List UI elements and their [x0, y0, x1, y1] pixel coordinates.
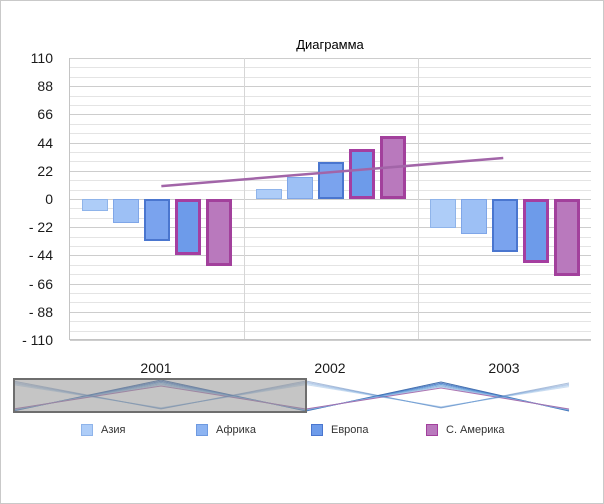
legend-swatch [311, 424, 323, 436]
x-axis-label: 2002 [314, 360, 346, 376]
gridline [70, 274, 591, 276]
bar-series5-2003[interactable] [554, 199, 580, 276]
legend-item-4[interactable]: С. Америка [426, 424, 541, 436]
gridline [70, 227, 591, 229]
y-tick-label: - 110 [22, 332, 53, 348]
gridline [70, 311, 591, 313]
bar-series4-2003[interactable] [523, 199, 549, 264]
gridline [70, 236, 591, 238]
y-axis: 110 88 66 44 22 0 - 22 - 44 - 66 - 88 - 110 [1, 50, 59, 348]
gridline [70, 58, 591, 59]
y-tick-label: 22 [37, 162, 53, 179]
y-tick-label: - 44 [28, 247, 53, 264]
y-tick-label: 0 [45, 191, 53, 207]
legend-label: Африка [216, 424, 256, 436]
bar-series4-2001[interactable] [175, 199, 201, 256]
gridline [70, 199, 591, 200]
bar-series1-2003[interactable] [430, 199, 456, 229]
legend-label: Европа [331, 424, 369, 436]
gridline [70, 142, 591, 144]
y-tick-label: - 22 [28, 219, 53, 236]
legend: Азия Африка Европа С. Америка [81, 424, 541, 436]
legend-swatch [196, 424, 208, 436]
chart-title[interactable]: Диаграмма [296, 37, 364, 52]
gridline [70, 264, 591, 266]
legend-label: С. Америка [446, 424, 505, 436]
y-tick-label: 44 [37, 134, 53, 151]
gridline [70, 340, 591, 341]
bar-series1-2001[interactable] [82, 199, 108, 211]
gridline [70, 133, 591, 135]
gridline [70, 152, 591, 153]
gridline [70, 76, 591, 78]
legend-swatch [426, 424, 438, 436]
gridline [70, 283, 591, 285]
x-axis: 2001 2002 2003 [69, 360, 591, 376]
gridline [70, 302, 591, 304]
gridline [70, 67, 591, 69]
gridline [70, 293, 591, 294]
y-tick-label: - 66 [28, 275, 53, 292]
bar-series4-2002[interactable] [349, 149, 375, 199]
bar-series3-2002[interactable] [318, 161, 344, 199]
gridline [70, 255, 591, 257]
selected-range[interactable] [13, 378, 307, 413]
gridline [70, 246, 591, 247]
y-tick-label: - 88 [28, 303, 53, 320]
bar-series2-2002[interactable] [287, 177, 313, 199]
legend-swatch [81, 424, 93, 436]
gridline [70, 105, 591, 106]
range-selector[interactable] [12, 378, 573, 414]
gridline [70, 321, 591, 323]
legend-item-1[interactable]: Азия [81, 424, 196, 436]
legend-item-2[interactable]: Африка [196, 424, 311, 436]
category-separator [244, 58, 245, 339]
bar-series5-2001[interactable] [206, 199, 232, 266]
gridline [70, 330, 591, 332]
gridline [70, 95, 591, 97]
gridline [70, 208, 591, 210]
bar-series1-2002[interactable] [256, 188, 282, 199]
bar-series3-2003[interactable] [492, 199, 518, 252]
bar-series2-2003[interactable] [461, 199, 487, 234]
range-selector-canvas [12, 378, 570, 413]
bar-series5-2002[interactable] [380, 136, 406, 199]
gridline [70, 217, 591, 219]
plot-area [69, 58, 591, 341]
y-tick-label: 88 [37, 78, 53, 95]
x-axis-label: 2001 [140, 360, 172, 376]
gridline [70, 86, 591, 88]
category-separator [418, 58, 419, 339]
gridline [70, 114, 591, 116]
bar-series2-2001[interactable] [113, 199, 139, 224]
gridline [70, 123, 591, 125]
legend-item-3[interactable]: Европа [311, 424, 426, 436]
bar-series3-2001[interactable] [144, 199, 170, 242]
x-axis-label: 2003 [488, 360, 520, 376]
y-tick-label: 110 [30, 50, 53, 66]
legend-label: Азия [101, 424, 126, 436]
y-tick-label: 66 [37, 106, 53, 123]
